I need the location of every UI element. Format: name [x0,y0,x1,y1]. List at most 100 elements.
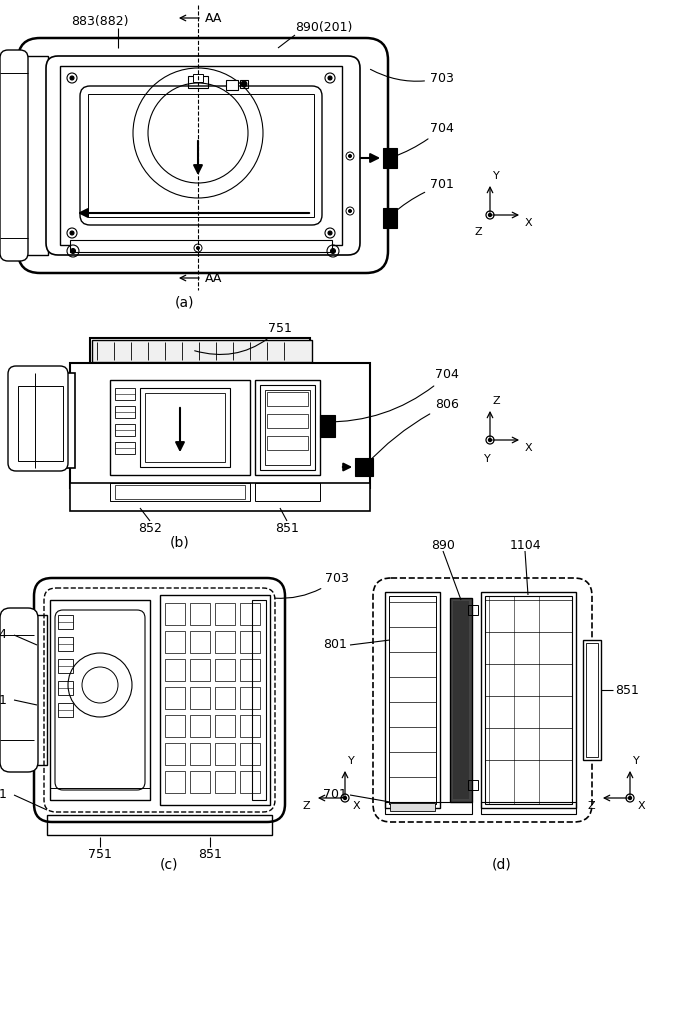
Bar [215,715,235,737]
Bar [140,388,230,467]
Text: 704: 704 [325,369,459,422]
Bar [110,380,250,475]
Text: 704: 704 [0,629,7,641]
Bar [115,485,245,499]
Text: X: X [353,801,360,811]
Text: (a): (a) [175,295,195,309]
Circle shape [349,210,351,213]
Bar [255,483,320,501]
Bar [383,148,397,168]
Bar [115,406,135,418]
Bar [165,603,185,625]
Bar [165,659,185,681]
Text: 806: 806 [366,398,459,465]
Bar [18,386,63,461]
Bar [240,771,260,793]
Text: 852: 852 [138,522,162,535]
Bar [320,415,335,437]
Bar [267,436,308,450]
Text: 703: 703 [371,70,454,85]
Bar [468,605,478,615]
Bar [58,703,73,717]
Bar [252,600,266,800]
Bar [50,600,150,800]
Text: 701: 701 [323,788,347,802]
Bar [260,385,315,470]
Text: 801: 801 [323,639,347,651]
Bar [240,659,260,681]
Bar [226,80,238,90]
Bar [190,631,210,653]
Bar [190,771,210,793]
Text: 704: 704 [393,122,454,157]
Text: 701: 701 [392,178,454,214]
Bar [215,659,235,681]
Text: AA: AA [205,11,223,25]
Bar [160,595,270,805]
Bar [115,424,135,436]
Bar [47,815,272,835]
Bar [188,76,208,88]
FancyBboxPatch shape [34,578,285,822]
FancyBboxPatch shape [0,608,38,772]
Circle shape [629,797,632,800]
Bar [10,373,75,468]
Bar [240,603,260,625]
Text: 890: 890 [431,539,455,552]
Text: Y: Y [493,171,500,181]
Bar [215,743,235,765]
Bar [90,338,310,366]
Bar [485,596,572,804]
Text: 801: 801 [0,693,7,707]
Bar [586,643,598,757]
Circle shape [349,155,351,158]
Text: 851: 851 [198,848,222,861]
Bar [70,483,370,511]
Bar [255,380,320,475]
Bar [60,66,342,245]
Bar [583,640,601,760]
Circle shape [328,231,332,234]
Bar [215,687,235,709]
Bar [267,414,308,428]
Text: 751: 751 [195,322,292,354]
Bar [58,615,73,629]
FancyBboxPatch shape [0,50,28,261]
Text: Z: Z [588,801,596,811]
Text: 701: 701 [0,788,7,802]
Text: Z: Z [303,801,310,811]
Bar [481,802,576,814]
Bar [165,771,185,793]
Bar [240,631,260,653]
Bar [50,788,150,800]
FancyBboxPatch shape [46,56,360,255]
Bar [240,743,260,765]
Bar [16,56,48,255]
Bar [383,208,397,228]
Text: X: X [638,801,646,811]
FancyBboxPatch shape [18,38,388,273]
Bar [240,80,248,88]
Text: 1104: 1104 [509,539,541,552]
Circle shape [328,76,332,80]
Bar [88,94,314,217]
Circle shape [197,247,199,250]
Bar [190,659,210,681]
Text: (b): (b) [170,535,190,549]
Bar [145,393,225,462]
Bar [390,803,435,811]
Bar [12,615,47,765]
Circle shape [71,249,75,254]
Bar [240,715,260,737]
Bar [190,687,210,709]
Bar [92,340,312,362]
Text: (c): (c) [160,858,178,872]
Bar [215,771,235,793]
Text: Y: Y [348,756,355,766]
Bar [58,681,73,695]
Bar [190,743,210,765]
Text: AA: AA [205,271,223,285]
Bar [468,780,478,790]
Bar [70,362,370,488]
Bar [389,596,436,804]
